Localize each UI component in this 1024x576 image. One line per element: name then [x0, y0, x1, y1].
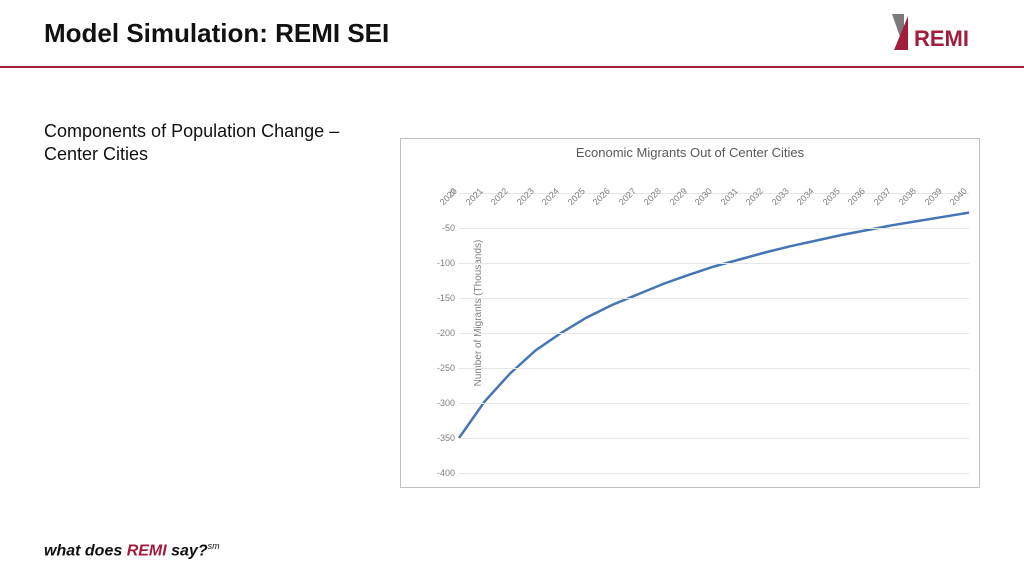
chart-ytick: -200 [437, 328, 459, 338]
chart-gridline [459, 333, 969, 334]
page-title: Model Simulation: REMI SEI [44, 18, 980, 49]
chart-gridline [459, 263, 969, 264]
tagline-post: say? [167, 542, 208, 559]
chart-gridline [459, 473, 969, 474]
chart-gridline [459, 368, 969, 369]
tagline-sm: sm [208, 541, 220, 551]
tagline: what does REMI say?sm [44, 541, 220, 560]
chart-ytick: -100 [437, 258, 459, 268]
header: Model Simulation: REMI SEI [44, 18, 980, 59]
subtitle: Components of Population Change – Center… [44, 120, 344, 167]
chart-gridline [459, 438, 969, 439]
header-rule [0, 66, 1024, 68]
chart-container: Economic Migrants Out of Center Cities N… [400, 138, 980, 488]
chart-ytick: -300 [437, 398, 459, 408]
chart-ytick: -50 [442, 223, 459, 233]
chart-title: Economic Migrants Out of Center Cities [401, 139, 979, 160]
chart-ytick: -350 [437, 433, 459, 443]
chart-ytick: -150 [437, 293, 459, 303]
chart-line [459, 213, 969, 438]
chart-plot: 0-50-100-150-200-250-300-350-40020202021… [459, 193, 969, 473]
tagline-pre: what does [44, 542, 127, 559]
slide: Model Simulation: REMI SEI REMI Componen… [0, 0, 1024, 576]
chart-ytick: -400 [437, 468, 459, 478]
chart-ytick: -250 [437, 363, 459, 373]
tagline-brand: REMI [127, 542, 167, 559]
chart-gridline [459, 403, 969, 404]
remi-logo: REMI [890, 10, 980, 56]
logo-text: REMI [914, 26, 969, 51]
chart-gridline [459, 228, 969, 229]
chart-gridline [459, 298, 969, 299]
